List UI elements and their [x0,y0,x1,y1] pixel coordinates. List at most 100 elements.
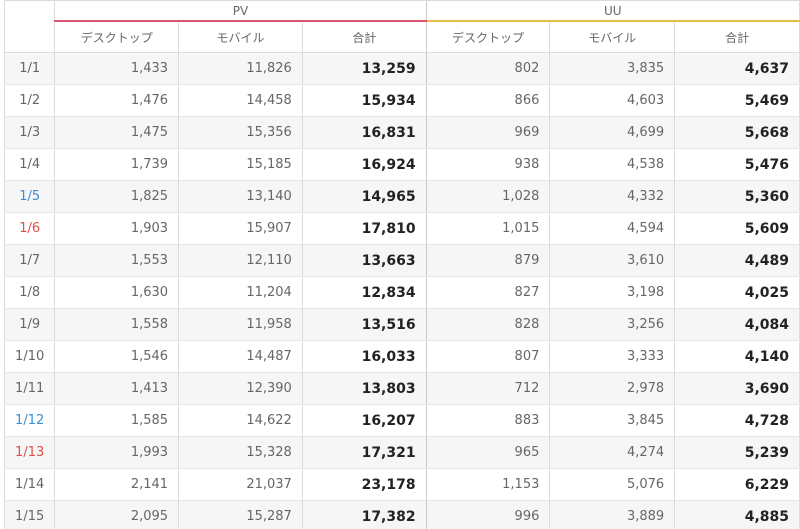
cell-pv-desktop: 1,903 [54,212,179,245]
cell-uu-mobile: 4,699 [549,116,675,149]
cell-uu-desktop: 965 [425,436,550,469]
cell-pv-desktop: 1,433 [54,52,179,85]
cell-uu-mobile: 4,538 [549,148,675,181]
cell-pv-desktop: 1,413 [54,372,179,405]
cell-uu-desktop: 1,153 [425,468,550,501]
cell-pv-total: 12,834 [301,276,427,309]
cell-uu-desktop: 827 [425,276,550,309]
cell-uu-total: 4,140 [674,340,800,373]
cell-pv-desktop: 1,475 [54,116,179,149]
cell-date: 1/8 [3,276,55,309]
cell-uu-total: 5,609 [674,212,800,245]
cell-date: 1/3 [3,116,55,149]
cell-pv-mobile: 11,826 [178,52,303,85]
cell-uu-mobile: 3,889 [549,500,675,529]
table-row: 1/2 1,476 14,458 15,934 866 4,603 5,469 [3,84,800,117]
table-row: 1/4 1,739 15,185 16,924 938 4,538 5,476 [3,148,800,181]
table-row: 1/3 1,475 15,356 16,831 969 4,699 5,668 [3,116,800,149]
cell-pv-desktop: 2,141 [54,468,179,501]
cell-date: 1/1 [3,52,55,85]
cell-date: 1/15 [3,500,55,529]
cell-pv-mobile: 11,204 [178,276,303,309]
cell-uu-desktop: 969 [425,116,550,149]
cell-pv-total: 16,831 [301,116,427,149]
cell-date: 1/14 [3,468,55,501]
cell-uu-mobile: 3,610 [549,244,675,277]
group-header-pv: PV [54,0,427,22]
cell-date: 1/13 [3,436,55,469]
cell-uu-mobile: 3,256 [549,308,675,341]
cell-date: 1/5 [3,180,55,213]
cell-uu-mobile: 4,274 [549,436,675,469]
header-corner [3,0,55,21]
cell-pv-mobile: 15,185 [178,148,303,181]
table-row: 1/5 1,825 13,140 14,965 1,028 4,332 5,360 [3,180,800,213]
cell-pv-desktop: 1,553 [54,244,179,277]
table-row: 1/9 1,558 11,958 13,516 828 3,256 4,084 [3,308,800,341]
cell-pv-desktop: 1,585 [54,404,179,437]
cell-pv-desktop: 1,630 [54,276,179,309]
cell-pv-total: 15,934 [301,84,427,117]
cell-uu-total: 5,360 [674,180,800,213]
cell-pv-total: 14,965 [301,180,427,213]
column-header-pv-desktop[interactable]: デスクトップ [54,21,179,53]
column-header-uu-desktop[interactable]: デスクトップ [425,21,550,53]
cell-pv-desktop: 1,558 [54,308,179,341]
cell-pv-desktop: 1,739 [54,148,179,181]
cell-date: 1/9 [3,308,55,341]
cell-pv-total: 13,259 [301,52,427,85]
column-header-pv-mobile[interactable]: モバイル [178,21,303,53]
table-row: 1/14 2,141 21,037 23,178 1,153 5,076 6,229 [3,468,800,501]
cell-pv-mobile: 14,487 [178,340,303,373]
column-header-row: デスクトップ モバイル 合計 デスクトップ モバイル 合計 [3,21,800,53]
cell-pv-mobile: 15,356 [178,116,303,149]
cell-uu-mobile: 3,198 [549,276,675,309]
cell-pv-total: 17,382 [301,500,427,529]
cell-pv-mobile: 12,390 [178,372,303,405]
cell-uu-total: 5,668 [674,116,800,149]
table-row: 1/7 1,553 12,110 13,663 879 3,610 4,489 [3,244,800,277]
cell-pv-total: 13,663 [301,244,427,277]
table-body: 1/1 1,433 11,826 13,259 802 3,835 4,637 1/2 1,47… [3,52,800,529]
cell-date: 1/2 [3,84,55,117]
cell-uu-desktop: 866 [425,84,550,117]
cell-date: 1/12 [3,404,55,437]
cell-uu-total: 4,025 [674,276,800,309]
table-row: 1/1 1,433 11,826 13,259 802 3,835 4,637 [3,52,800,85]
pv-uu-report-table: PV UU デスクトップ モバイル 合計 デスクトップ モバイル 合計 1/1 1… [3,0,800,529]
cell-pv-mobile: 13,140 [178,180,303,213]
cell-pv-total: 23,178 [301,468,427,501]
cell-uu-mobile: 2,978 [549,372,675,405]
cell-uu-mobile: 3,835 [549,52,675,85]
table-row: 1/12 1,585 14,622 16,207 883 3,845 4,728 [3,404,800,437]
cell-uu-total: 6,229 [674,468,800,501]
cell-uu-desktop: 807 [425,340,550,373]
cell-pv-total: 17,321 [301,436,427,469]
cell-pv-mobile: 14,458 [178,84,303,117]
cell-pv-total: 16,033 [301,340,427,373]
cell-date: 1/6 [3,212,55,245]
cell-pv-total: 13,516 [301,308,427,341]
table-row: 1/13 1,993 15,328 17,321 965 4,274 5,239 [3,436,800,469]
cell-uu-desktop: 938 [425,148,550,181]
column-header-pv-total[interactable]: 合計 [301,21,427,53]
cell-uu-desktop: 802 [425,52,550,85]
column-header-uu-mobile[interactable]: モバイル [549,21,675,53]
table-row: 1/8 1,630 11,204 12,834 827 3,198 4,025 [3,276,800,309]
cell-uu-mobile: 3,333 [549,340,675,373]
cell-pv-mobile: 21,037 [178,468,303,501]
cell-pv-mobile: 12,110 [178,244,303,277]
column-header-uu-total[interactable]: 合計 [674,21,800,53]
cell-pv-desktop: 1,546 [54,340,179,373]
cell-pv-mobile: 11,958 [178,308,303,341]
column-header-date [3,21,55,53]
cell-uu-mobile: 5,076 [549,468,675,501]
table-row: 1/11 1,413 12,390 13,803 712 2,978 3,690 [3,372,800,405]
cell-uu-total: 4,489 [674,244,800,277]
group-header-row: PV UU [3,0,800,22]
cell-pv-desktop: 1,476 [54,84,179,117]
cell-uu-total: 5,476 [674,148,800,181]
cell-pv-total: 17,810 [301,212,427,245]
cell-pv-desktop: 2,095 [54,500,179,529]
